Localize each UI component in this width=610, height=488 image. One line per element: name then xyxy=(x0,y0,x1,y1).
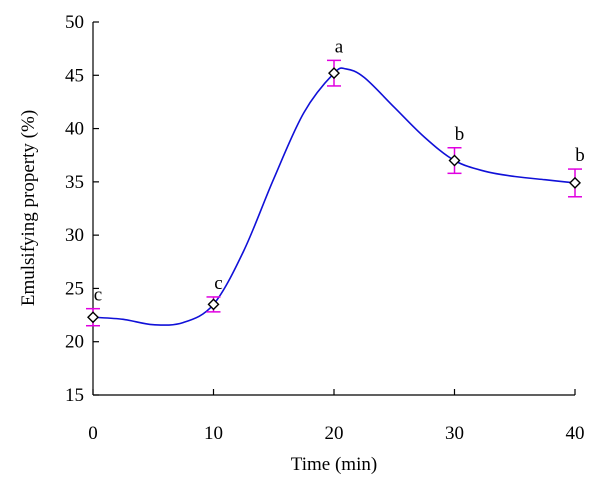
x-tick-label: 20 xyxy=(325,423,344,444)
data-markers xyxy=(87,67,581,324)
y-axis-title: Emulsifying property (%) xyxy=(18,110,39,306)
y-tick-label: 45 xyxy=(65,65,84,86)
significance-labels: c c a b b xyxy=(94,36,585,305)
x-axis-ticks: 0 10 20 30 40 xyxy=(88,389,585,444)
data-point-diamond xyxy=(448,154,461,167)
y-tick-label: 35 xyxy=(65,172,84,193)
y-tick-label: 30 xyxy=(65,225,84,246)
data-point-diamond xyxy=(569,176,581,189)
data-point-diamond xyxy=(87,311,99,324)
y-tick-label: 15 xyxy=(65,385,84,406)
y-tick-label: 50 xyxy=(65,12,84,33)
y-tick-label: 20 xyxy=(65,332,84,353)
series-curve xyxy=(92,67,576,326)
significance-letter: a xyxy=(335,36,344,57)
x-tick-label: 30 xyxy=(445,423,464,444)
data-point-diamond xyxy=(328,67,340,80)
significance-letter: c xyxy=(214,273,222,294)
x-axis-title: Time (min) xyxy=(291,454,377,475)
y-tick-label: 40 xyxy=(65,119,84,140)
x-tick-label: 0 xyxy=(88,423,98,444)
x-tick-label: 10 xyxy=(204,423,223,444)
x-tick-label: 40 xyxy=(566,423,585,444)
error-bars xyxy=(86,59,582,327)
y-axis-ticks: 15 20 25 30 35 40 45 50 xyxy=(65,12,99,406)
significance-letter: c xyxy=(94,285,102,306)
significance-letter: b xyxy=(575,145,585,166)
data-point-diamond xyxy=(207,298,220,311)
y-tick-label: 25 xyxy=(65,278,84,299)
significance-letter: b xyxy=(455,124,465,145)
